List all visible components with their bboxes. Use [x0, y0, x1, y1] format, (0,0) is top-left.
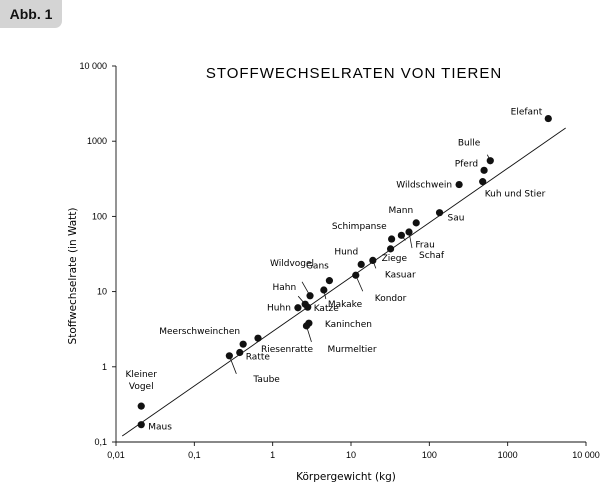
label-elefant: Elefant — [511, 108, 543, 118]
y-tick-label: 1 — [102, 362, 107, 372]
y-tick-label: 10 000 — [79, 61, 107, 71]
x-tick-label: 1 — [270, 450, 275, 460]
x-tick-label: 0,01 — [107, 450, 125, 460]
point-huhn — [294, 304, 302, 312]
x-tick-label: 0,1 — [188, 450, 201, 460]
label-riesenratte: Riesenratte — [261, 345, 313, 355]
label-kuh-und-stier: Kuh und Stier — [485, 190, 546, 200]
point-schimpanse — [388, 235, 396, 243]
fit-line — [121, 127, 566, 437]
point-pferd — [480, 166, 488, 174]
point-taube — [225, 352, 233, 360]
label-kaninchen: Kaninchen — [325, 320, 372, 330]
label-wildschwein: Wildschwein — [396, 181, 452, 191]
label-pferd: Pferd — [455, 159, 478, 169]
point-murmeltier — [302, 322, 311, 330]
x-tick-label: 100 — [422, 450, 437, 460]
figure-badge: Abb. 1 — [0, 0, 62, 28]
y-tick-label: 1000 — [87, 136, 107, 146]
label-kasuar: Kasuar — [385, 270, 416, 280]
x-tick-label: 10 — [346, 450, 356, 460]
x-tick-label: 1000 — [498, 450, 518, 460]
point-labels: Maus Kleiner Vogel Taube Ratte Meerschweinche… — [126, 108, 546, 433]
label-ratte: Ratte — [246, 352, 271, 362]
y-tick-label: 100 — [92, 211, 107, 221]
label-mann: Mann — [389, 206, 414, 216]
point-wildvogel — [306, 292, 314, 300]
label-makake: Makake — [328, 300, 363, 310]
fit-line-group — [121, 127, 566, 437]
point-wildschwein — [455, 180, 463, 189]
label-maus: Maus — [148, 423, 172, 433]
label-wildvogel: Wildvogel — [270, 259, 314, 269]
point-kondor — [352, 271, 360, 279]
x-tick-label: 10 000 — [572, 450, 600, 460]
label-kleiner-vogel: Kleiner Vogel — [126, 370, 158, 392]
label-meerschweinchen: Meerschweinchen — [159, 327, 240, 337]
point-gans — [325, 277, 334, 285]
point-elefant — [544, 114, 552, 123]
point-bulle — [486, 157, 494, 165]
x-axis-label: Körpergewicht (kg) — [296, 471, 396, 483]
label-schaf: Schaf — [419, 251, 445, 261]
label-hahn: Hahn — [272, 283, 296, 293]
y-tick-label: 0,1 — [94, 437, 107, 447]
point-kuh-und-stier — [479, 178, 487, 186]
point-makake — [320, 286, 328, 294]
point-kleiner-vogel — [137, 402, 145, 410]
data-points — [137, 114, 552, 429]
point-schaf — [405, 228, 413, 236]
point-mann — [412, 219, 420, 227]
chart-title: STOFFWECHSELRATEN VON TIEREN — [206, 65, 502, 82]
label-murmeltier: Murmeltier — [327, 345, 376, 355]
point-katze — [304, 303, 312, 311]
point-frau — [397, 231, 406, 239]
label-frau: Frau — [415, 240, 434, 250]
point-ratte — [236, 348, 244, 357]
label-ziege: Ziege — [382, 254, 408, 264]
label-gans: Gans — [306, 262, 329, 272]
label-schimpanse: Schimpanse — [332, 222, 387, 232]
label-huhn: Huhn — [267, 304, 291, 314]
label-bulle: Bulle — [458, 139, 481, 149]
point-hund — [357, 260, 365, 268]
point-maus — [137, 421, 145, 429]
label-hund: Hund — [334, 247, 358, 257]
point-riesenratte — [254, 334, 262, 342]
point-meerschweinchen — [239, 340, 247, 348]
point-kasuar — [369, 256, 377, 264]
label-katze: Katze — [314, 304, 340, 314]
point-ziege — [386, 245, 395, 253]
y-axis-label: Stoffwechselrate (in Watt) — [67, 208, 79, 345]
label-kondor: Kondor — [375, 294, 407, 304]
label-taube: Taube — [252, 375, 280, 385]
label-sau: Sau — [448, 214, 465, 224]
point-sau — [435, 209, 444, 217]
y-tick-label: 10 — [97, 287, 107, 297]
